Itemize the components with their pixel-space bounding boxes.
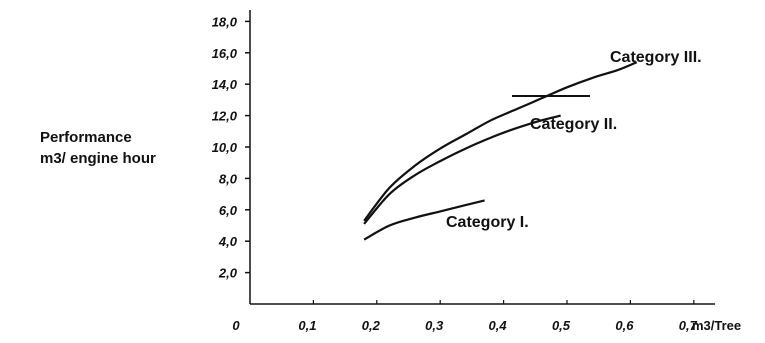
y-axis-title: Performance m3/ engine hour [40, 129, 156, 167]
y-tick-label: 4,0 [218, 234, 238, 249]
x-tick-label: 0 [232, 318, 240, 333]
y-axis-title-line-2: m3/ engine hour [40, 150, 156, 167]
y-tick-label: 6,0 [219, 203, 238, 218]
y-tick-label: 8,0 [219, 171, 238, 186]
x-tick-label: 0,7 [679, 318, 698, 333]
y-tick-label: 16,0 [212, 46, 238, 61]
y-tick-label: 2,0 [218, 266, 238, 281]
series-line-category-i [363, 199, 485, 241]
x-ticks: 0 0,1 0,2 0,3 0,4 0,5 0,6 0,7 [232, 300, 698, 333]
series-label-category-iii: Category III. [610, 49, 702, 66]
x-tick-label: 0,1 [298, 318, 316, 333]
series-label-category-i: Category I. [446, 214, 529, 231]
x-tick-label: 0,3 [425, 318, 444, 333]
x-tick-label: 0,5 [552, 318, 571, 333]
y-tick-label: 12,0 [212, 109, 238, 124]
y-tick-label: 18,0 [212, 14, 238, 29]
y-tick-label: 14,0 [212, 77, 238, 92]
y-tick-label: 10,0 [212, 140, 238, 155]
y-axis-title-line-1: Performance [40, 129, 132, 146]
series-lines [363, 61, 638, 241]
series-label-category-ii: Category II. [530, 116, 617, 133]
x-axis-title: m3/Tree [692, 318, 741, 333]
series-line-category-ii [363, 114, 561, 225]
x-tick-label: 0,4 [489, 318, 508, 333]
series-line-category-iii [363, 61, 638, 222]
x-tick-label: 0,6 [615, 318, 634, 333]
y-ticks: 2,0 4,0 6,0 8,0 10,0 12,0 14,0 16,0 18,0 [212, 14, 250, 281]
axes [249, 10, 715, 305]
x-tick-label: 0,2 [362, 318, 381, 333]
